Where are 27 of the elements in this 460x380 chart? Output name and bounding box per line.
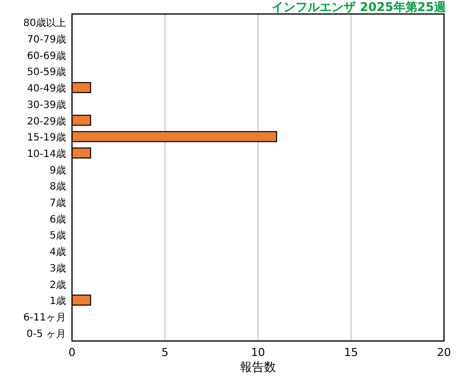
y-tick-label: 6-11ヶ月 xyxy=(23,312,66,324)
y-tick-label: 0-5 ヶ月 xyxy=(26,328,66,340)
x-tick-label: 0 xyxy=(68,346,76,359)
x-axis-title: 報告数 xyxy=(240,360,276,374)
y-tick-label: 10-14歳 xyxy=(26,148,66,160)
y-tick-label: 40-49歳 xyxy=(26,82,66,95)
y-tick-label: 30-39歳 xyxy=(26,98,66,111)
y-tick-label: 15-19歳 xyxy=(26,132,66,144)
y-tick-label: 4歳 xyxy=(50,246,66,258)
x-tick-label: 5 xyxy=(162,346,168,359)
y-tick-label: 5歳 xyxy=(50,230,66,242)
y-tick-label: 20-29歳 xyxy=(26,115,66,128)
y-tick-label: 8歳 xyxy=(50,180,66,193)
y-tick-label: 80歳以上 xyxy=(23,17,66,30)
y-tick-label: 7歳 xyxy=(50,197,66,210)
y-tick-label: 70-79歳 xyxy=(26,34,66,46)
y-tick-label: 3歳 xyxy=(50,262,66,274)
x-tick-label: 15 xyxy=(344,346,358,359)
y-tick-label: 2歳 xyxy=(50,278,66,291)
x-tick-label: 10 xyxy=(251,346,265,359)
x-tick-label: 20 xyxy=(437,346,451,359)
y-tick-label: 1歳 xyxy=(50,295,66,308)
y-tick-label: 9歳 xyxy=(50,164,66,176)
y-tick-label: 6歳 xyxy=(50,213,66,226)
chart-title: インフルエンザ 2025年第25週 xyxy=(272,0,447,14)
y-tick-label: 60-69歳 xyxy=(26,50,66,62)
y-tick-label: 50-59歳 xyxy=(26,66,66,78)
